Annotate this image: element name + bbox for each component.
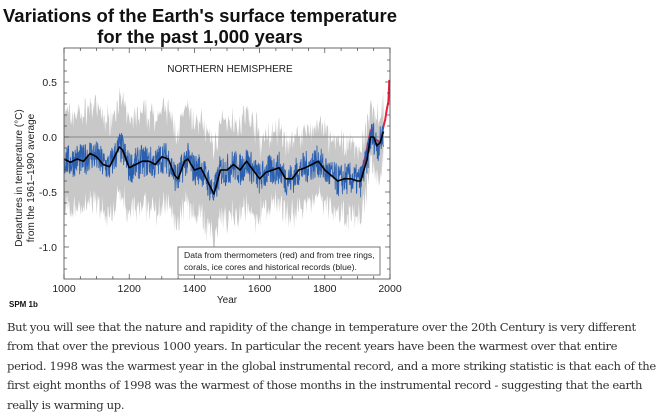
annotation-line-1: Data from thermometers (red) and from tr… (184, 250, 375, 260)
body-paragraph: But you will see that the nature and rap… (7, 320, 656, 412)
y-axis-label-line1: Departures in temperature (°C) (14, 109, 25, 246)
chart-title: Variations of the Earth's surface temper… (3, 5, 397, 26)
proxy-annual-series (63, 122, 384, 201)
y-tick-label: 0.5 (42, 77, 57, 89)
plot-area (63, 47, 391, 280)
y-tick-label: 0.0 (42, 132, 57, 144)
figure-label: SPM 1b (9, 300, 38, 309)
x-axis-label: Year (217, 295, 238, 306)
annotation-line-2: corals, ice cores and historical records… (184, 262, 357, 272)
temperature-chart: Variations of the Earth's surface temper… (3, 5, 402, 309)
y-tick-label: -0.5 (39, 187, 57, 199)
x-tick-label: 1000 (52, 283, 76, 295)
annotation-box (177, 246, 381, 276)
y-axis-label-line2: from the 1961–1990 average (26, 113, 37, 242)
panel-label: NORTHERN HEMISPHERE (167, 64, 293, 75)
smoothed-series (63, 131, 385, 195)
x-tick-label: 1600 (248, 283, 272, 295)
thermometer-series (357, 79, 391, 177)
y-tick-label: -1.0 (39, 242, 57, 254)
chart-subtitle: for the past 1,000 years (97, 26, 303, 47)
x-tick-label: 1200 (118, 283, 142, 295)
x-tick-label: 1800 (313, 283, 337, 295)
x-tick-label: 2000 (378, 283, 402, 295)
x-tick-label: 1400 (183, 283, 207, 295)
